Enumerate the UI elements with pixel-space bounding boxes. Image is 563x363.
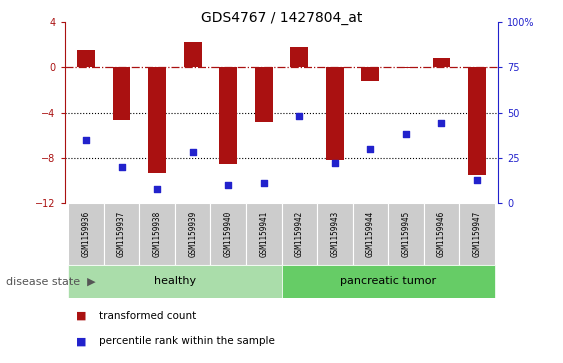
Bar bbox=[468, 67, 486, 175]
Text: GSM1159942: GSM1159942 bbox=[295, 211, 304, 257]
Bar bbox=[282, 203, 317, 265]
Bar bbox=[220, 67, 237, 164]
Bar bbox=[211, 203, 246, 265]
Text: GSM1159940: GSM1159940 bbox=[224, 211, 233, 257]
Bar bbox=[68, 203, 104, 265]
Bar bbox=[291, 47, 308, 67]
Bar bbox=[140, 203, 175, 265]
Text: GSM1159947: GSM1159947 bbox=[472, 211, 481, 257]
Text: GSM1159937: GSM1159937 bbox=[117, 211, 126, 257]
Point bbox=[437, 121, 446, 126]
Point bbox=[82, 137, 91, 143]
Text: ■: ■ bbox=[76, 311, 87, 321]
Point bbox=[259, 180, 268, 186]
Text: transformed count: transformed count bbox=[99, 311, 196, 321]
Bar bbox=[255, 67, 272, 122]
Bar bbox=[113, 67, 131, 121]
Text: GSM1159945: GSM1159945 bbox=[401, 211, 410, 257]
Point bbox=[224, 182, 233, 188]
Point bbox=[153, 186, 162, 192]
Bar bbox=[104, 203, 140, 265]
Text: GDS4767 / 1427804_at: GDS4767 / 1427804_at bbox=[201, 11, 362, 25]
Bar bbox=[459, 203, 495, 265]
Bar bbox=[352, 203, 388, 265]
Bar bbox=[361, 67, 379, 81]
Bar bbox=[317, 203, 352, 265]
Point bbox=[117, 164, 126, 170]
Point bbox=[472, 177, 481, 183]
Text: disease state  ▶: disease state ▶ bbox=[6, 276, 95, 286]
Bar bbox=[246, 203, 282, 265]
Point bbox=[401, 131, 410, 137]
Text: ■: ■ bbox=[76, 336, 87, 346]
Point bbox=[366, 146, 375, 152]
Point bbox=[188, 150, 197, 155]
Text: GSM1159943: GSM1159943 bbox=[330, 211, 339, 257]
Text: GSM1159939: GSM1159939 bbox=[188, 211, 197, 257]
Bar bbox=[388, 203, 423, 265]
Point bbox=[330, 160, 339, 166]
Bar bbox=[282, 265, 495, 298]
Bar bbox=[148, 67, 166, 173]
Text: GSM1159946: GSM1159946 bbox=[437, 211, 446, 257]
Text: GSM1159938: GSM1159938 bbox=[153, 211, 162, 257]
Bar bbox=[397, 67, 415, 68]
Bar bbox=[68, 265, 282, 298]
Text: GSM1159944: GSM1159944 bbox=[366, 211, 375, 257]
Text: GSM1159941: GSM1159941 bbox=[259, 211, 268, 257]
Text: pancreatic tumor: pancreatic tumor bbox=[340, 276, 436, 286]
Text: GSM1159936: GSM1159936 bbox=[82, 211, 91, 257]
Bar bbox=[77, 50, 95, 67]
Bar bbox=[423, 203, 459, 265]
Text: healthy: healthy bbox=[154, 276, 196, 286]
Bar bbox=[184, 42, 202, 67]
Bar bbox=[432, 58, 450, 67]
Bar bbox=[175, 203, 211, 265]
Point bbox=[295, 113, 304, 119]
Bar bbox=[326, 67, 343, 160]
Text: percentile rank within the sample: percentile rank within the sample bbox=[99, 336, 274, 346]
